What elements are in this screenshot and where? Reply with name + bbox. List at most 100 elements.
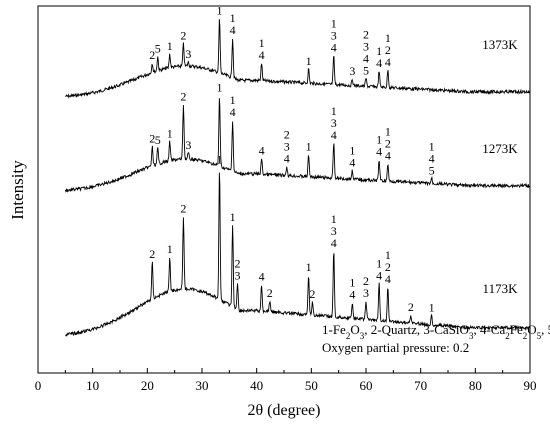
peak-label: 4 xyxy=(331,128,337,142)
peak-label: 1 xyxy=(385,125,391,139)
x-tick-label: 60 xyxy=(360,378,373,393)
peak-label: 1 xyxy=(230,210,236,224)
x-tick-label: 0 xyxy=(35,378,42,393)
peak-label: 3 xyxy=(284,140,290,154)
peak-label: 1 xyxy=(331,17,337,31)
peak-label: 2 xyxy=(149,247,155,261)
peak-label: 1 xyxy=(167,126,173,140)
peak-label: 1 xyxy=(306,54,312,68)
x-tick-label: 90 xyxy=(524,378,537,393)
peak-label: 4 xyxy=(259,143,265,157)
peak-label: 4 xyxy=(376,56,382,70)
peak-label: 1 xyxy=(216,81,222,95)
peak-label: 1 xyxy=(429,300,435,314)
peak-label: 3 xyxy=(363,286,369,300)
peak-label: 4 xyxy=(349,155,355,169)
peak-label: 1 xyxy=(429,139,435,153)
peak-label: 5 xyxy=(155,41,161,55)
peak-label: 1 xyxy=(306,260,312,274)
peak-label: 1 xyxy=(331,212,337,226)
peak-label: 2 xyxy=(267,286,273,300)
peak-label: 1 xyxy=(331,104,337,118)
x-tick-label: 40 xyxy=(250,378,263,393)
peak-label: 3 xyxy=(185,138,191,152)
peak-label: 4 xyxy=(363,51,369,65)
peak-label: 4 xyxy=(259,48,265,62)
peak-label: 3 xyxy=(235,268,241,282)
peak-label: 1 xyxy=(376,44,382,58)
peak-label: 5 xyxy=(155,133,161,147)
peak-label: 3 xyxy=(331,29,337,43)
peak-label: 1 xyxy=(216,152,222,166)
peak-label: 4 xyxy=(349,287,355,301)
peak-label: 1 xyxy=(167,39,173,53)
peak-label: 4 xyxy=(385,149,391,163)
peak-label: 2 xyxy=(180,201,186,215)
series-line xyxy=(64,98,531,193)
peak-label: 1 xyxy=(230,11,236,25)
peak-label: 1 xyxy=(349,143,355,157)
x-axis-label: 2θ (degree) xyxy=(248,402,321,419)
peak-label: 2 xyxy=(385,43,391,57)
x-tick-label: 80 xyxy=(469,378,482,393)
peak-label: 2 xyxy=(149,48,155,62)
peak-label: 4 xyxy=(385,55,391,69)
series-line xyxy=(65,172,531,337)
peak-label: 4 xyxy=(429,151,435,165)
peak-label: 4 xyxy=(331,236,337,250)
peak-label: 4 xyxy=(259,270,265,284)
peak-label: 3 xyxy=(349,64,355,78)
peak-label: 1 xyxy=(376,133,382,147)
peak-label: 4 xyxy=(284,152,290,166)
peak-label: 1 xyxy=(376,256,382,270)
peak-label: 3 xyxy=(185,47,191,61)
peak-label: 4 xyxy=(230,23,236,37)
peak-label: 3 xyxy=(331,116,337,130)
x-tick-label: 70 xyxy=(414,378,427,393)
peak-label: 2 xyxy=(385,137,391,151)
peak-label: 4 xyxy=(376,268,382,282)
peak-label: 5 xyxy=(429,163,435,177)
peak-label: 1 xyxy=(306,140,312,154)
x-tick-label: 20 xyxy=(141,378,154,393)
x-tick-label: 10 xyxy=(86,378,99,393)
peak-label: 4 xyxy=(376,145,382,159)
peak-label: 3 xyxy=(331,224,337,238)
peak-label: 2 xyxy=(363,27,369,41)
plot-frame xyxy=(37,5,531,374)
peak-label: 4 xyxy=(331,41,337,55)
peak-label: 2 xyxy=(180,29,186,43)
legend-line-2: Oxygen partial pressure: 0.2 xyxy=(322,340,469,355)
x-axis: 0 10 20 30 40 50 60 70 80 90 xyxy=(35,368,537,393)
peak-label: 2 xyxy=(385,260,391,274)
peak-label: 4 xyxy=(230,105,236,119)
series-line xyxy=(65,19,531,99)
peak-label: 1 xyxy=(216,3,222,17)
peak-label: 3 xyxy=(363,39,369,53)
peak-label: 1 xyxy=(259,36,265,50)
peak-label: 4 xyxy=(385,272,391,286)
peak-label: 2 xyxy=(284,128,290,142)
peak-label: 1 xyxy=(385,31,391,45)
peak-label: 2 xyxy=(408,300,414,314)
x-tick-label: 50 xyxy=(305,378,318,393)
peak-label: 1 xyxy=(349,275,355,289)
x-tick-label: 30 xyxy=(196,378,209,393)
legend-annotation: 1-Fe2O3, 2-Quartz, 3-CaSiO3, 4-Ca2Fe2O5,… xyxy=(322,322,550,355)
peak-label: 2 xyxy=(180,89,186,103)
peak-label: 2 xyxy=(235,256,241,270)
legend-line-1: 1-Fe2O3, 2-Quartz, 3-CaSiO3, 4-Ca2Fe2O5,… xyxy=(322,322,550,341)
peak-label: 2 xyxy=(363,274,369,288)
peak-label: 2 xyxy=(309,287,315,301)
series-name-label: 1173K xyxy=(483,281,519,296)
peak-label: 1 xyxy=(167,242,173,256)
peak-label: 5 xyxy=(363,63,369,77)
series-name-label: 1273K xyxy=(482,141,518,156)
peak-label: 1 xyxy=(230,93,236,107)
peak-label: 2 xyxy=(149,131,155,145)
